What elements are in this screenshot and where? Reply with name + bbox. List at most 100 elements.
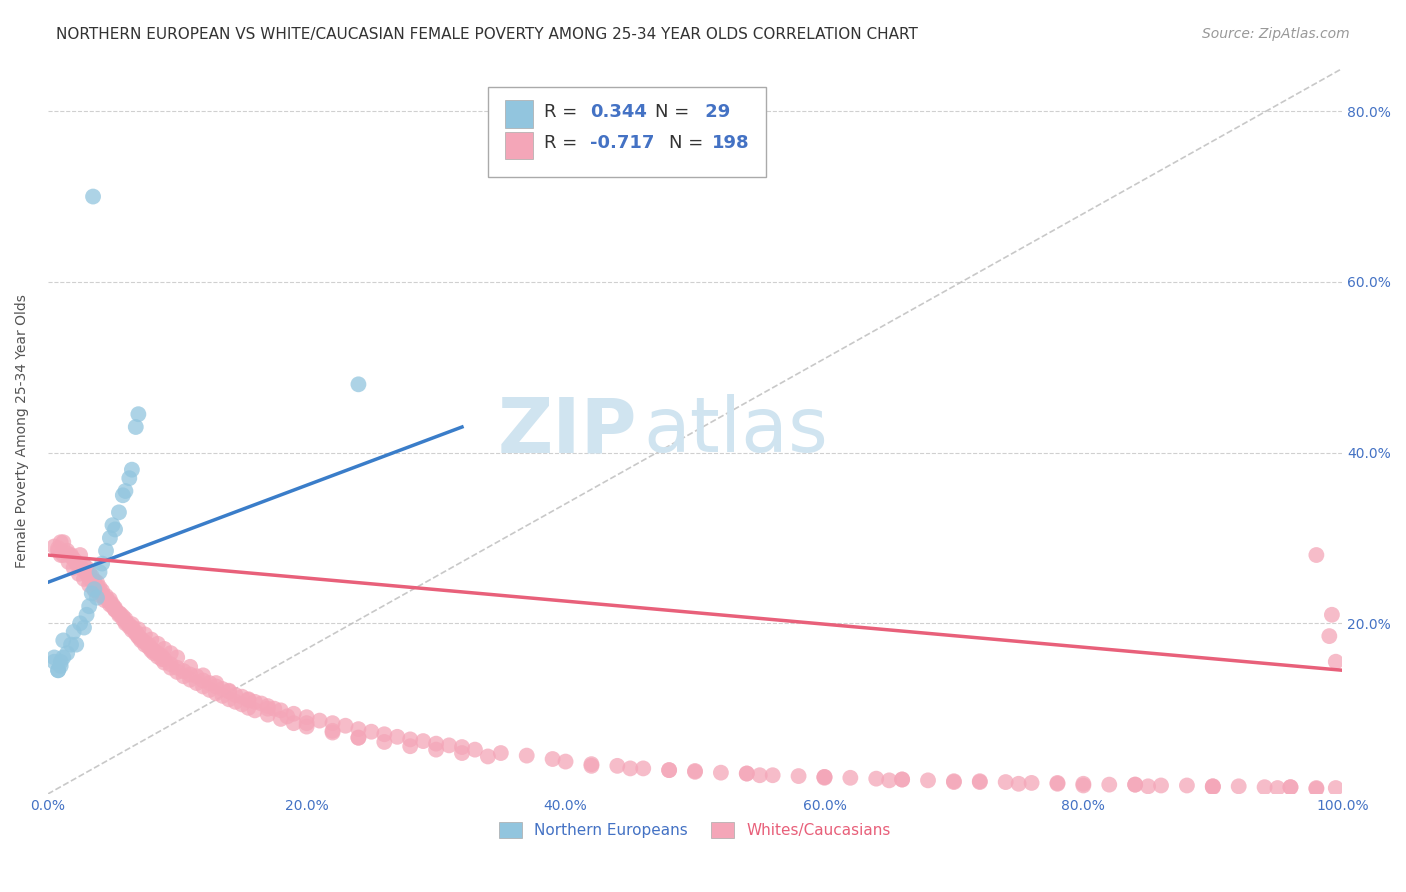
Point <box>1305 781 1327 796</box>
Point <box>399 732 422 747</box>
Text: ZIP: ZIP <box>498 394 637 468</box>
Point <box>1305 780 1327 795</box>
Point <box>73 621 96 635</box>
Point <box>46 541 69 556</box>
Point <box>101 598 124 612</box>
Point <box>110 607 132 621</box>
Point <box>46 543 69 558</box>
Text: 0.344: 0.344 <box>591 103 647 121</box>
Point <box>76 607 98 622</box>
Point <box>91 587 114 601</box>
Point <box>134 627 156 641</box>
Point <box>49 548 72 562</box>
Point <box>322 723 344 738</box>
Point <box>80 569 103 583</box>
Point <box>917 773 939 788</box>
Point <box>94 543 117 558</box>
Point <box>1267 780 1289 795</box>
Point <box>891 772 914 787</box>
Point <box>839 771 862 785</box>
Point <box>73 572 96 586</box>
Point <box>658 763 681 777</box>
Bar <box>505 132 533 159</box>
Point <box>69 616 91 631</box>
Point <box>683 764 706 778</box>
Point <box>762 768 785 782</box>
Point <box>464 742 486 756</box>
Point <box>1202 780 1225 794</box>
Point <box>52 548 75 562</box>
Point <box>198 682 221 697</box>
Text: R =: R = <box>544 134 582 153</box>
Text: N =: N = <box>669 134 709 153</box>
Point <box>146 637 169 651</box>
Point <box>969 774 991 789</box>
Point <box>186 676 208 690</box>
Point <box>373 735 395 749</box>
Point <box>658 763 681 777</box>
Point <box>83 582 105 597</box>
Point <box>1073 779 1095 793</box>
Point <box>1123 778 1146 792</box>
Point <box>179 673 201 687</box>
Point <box>541 752 564 766</box>
Point <box>283 706 305 721</box>
Point <box>91 557 114 571</box>
Point <box>1227 780 1250 794</box>
Point <box>104 602 127 616</box>
Point <box>276 709 298 723</box>
Point <box>56 646 79 660</box>
Point <box>127 629 149 643</box>
Point <box>111 488 134 502</box>
Point <box>322 716 344 731</box>
Point <box>813 771 835 785</box>
Point <box>425 742 447 756</box>
Point <box>82 189 104 203</box>
Point <box>146 646 169 660</box>
Point <box>62 552 84 566</box>
Point <box>60 549 83 564</box>
Point <box>121 621 143 635</box>
Text: N =: N = <box>655 103 695 121</box>
Point <box>1098 778 1121 792</box>
Point <box>606 759 628 773</box>
Point <box>1046 776 1069 790</box>
Point <box>108 505 131 519</box>
Point <box>141 643 163 657</box>
Point <box>89 581 111 595</box>
Point <box>994 775 1017 789</box>
Point <box>205 680 228 694</box>
Point <box>129 632 152 646</box>
Text: NORTHERN EUROPEAN VS WHITE/CAUCASIAN FEMALE POVERTY AMONG 25-34 YEAR OLDS CORREL: NORTHERN EUROPEAN VS WHITE/CAUCASIAN FEM… <box>56 27 918 42</box>
Point <box>238 692 260 706</box>
Point <box>179 660 201 674</box>
Point <box>554 755 576 769</box>
Point <box>387 730 409 744</box>
Point <box>98 592 121 607</box>
Point <box>191 680 214 694</box>
Point <box>121 463 143 477</box>
Point <box>114 616 136 631</box>
Point <box>111 609 134 624</box>
Legend: Northern Europeans, Whites/Caucasians: Northern Europeans, Whites/Caucasians <box>494 816 897 845</box>
Point <box>451 746 474 760</box>
Point <box>238 693 260 707</box>
Point <box>65 638 87 652</box>
Point <box>125 626 148 640</box>
Point <box>134 635 156 649</box>
Point <box>138 640 160 655</box>
Point <box>1202 780 1225 794</box>
Point <box>173 664 195 678</box>
Point <box>49 659 72 673</box>
Point <box>56 546 79 560</box>
Text: atlas: atlas <box>643 394 828 468</box>
Point <box>1046 777 1069 791</box>
Point <box>308 714 330 728</box>
Point <box>231 690 253 704</box>
Point <box>52 535 75 549</box>
Point <box>49 535 72 549</box>
Point <box>347 377 370 392</box>
Point <box>437 739 460 753</box>
Point <box>142 646 165 660</box>
Point <box>86 580 108 594</box>
